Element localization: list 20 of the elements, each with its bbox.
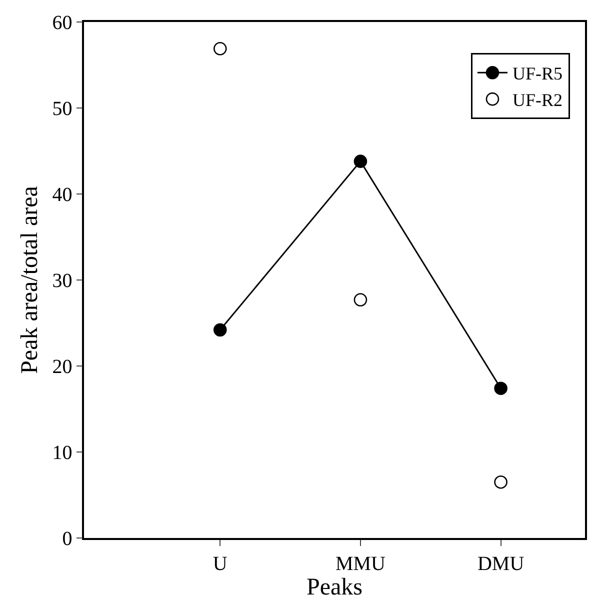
y-tick-label: 0 [62,528,72,550]
x-tick-label: DMU [477,552,525,575]
point [494,382,508,396]
y-axis-title: Peak area/total area [16,186,43,374]
y-tick-label: 50 [52,98,72,120]
y-tick-label: 20 [52,356,72,378]
y-tick-label: 60 [52,12,72,34]
y-tick-label: 30 [52,270,72,292]
legend-label: UF-R5 [512,64,562,84]
point [213,323,227,337]
y-tick-label: 10 [52,442,72,464]
point [213,42,227,56]
x-tick-label: U [212,552,228,575]
point [494,475,508,489]
point [354,293,368,306]
y-tick-label: 40 [52,184,72,206]
point [354,154,368,168]
legend-label: UF-R2 [512,90,562,110]
x-tick-label: MMU [335,552,386,575]
x-axis-title: Peaks [306,574,362,601]
